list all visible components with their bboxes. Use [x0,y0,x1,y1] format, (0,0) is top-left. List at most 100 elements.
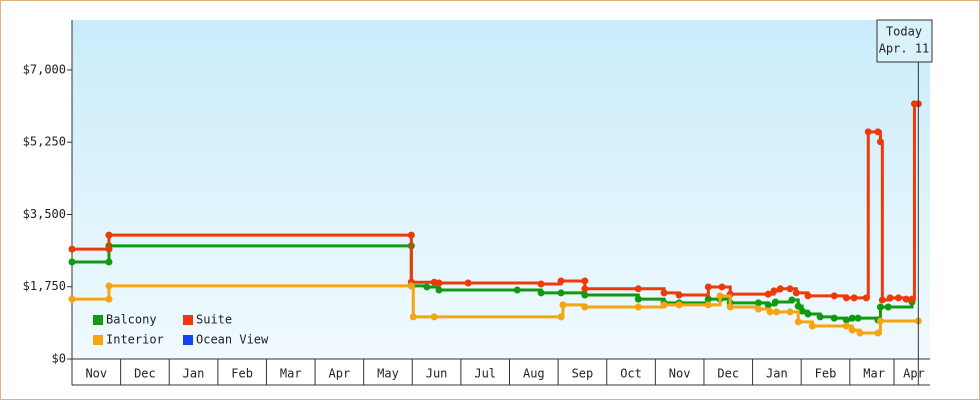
data-point [764,290,772,298]
data-point [816,313,824,321]
y-tick-label: $0 [52,352,66,366]
data-point [105,258,113,266]
data-point [409,313,417,321]
data-point [105,231,113,239]
data-point [423,283,431,291]
data-point [788,296,796,304]
data-point [513,286,521,294]
data-point [886,294,894,302]
y-tick-label: $1,750 [23,279,66,293]
data-point [804,310,812,318]
x-tick-label: Jun [426,367,448,381]
legend-label: Suite [196,313,232,327]
data-point [660,289,668,297]
data-point [68,245,76,253]
x-tick-label: Jan [766,367,788,381]
data-point [557,289,565,297]
data-point [876,303,884,311]
x-tick-label: Sep [572,367,594,381]
data-point [660,301,668,309]
data-point [105,245,113,253]
data-point [792,289,800,297]
data-point [842,322,850,330]
data-point [754,299,762,307]
data-point [430,313,438,321]
data-point [766,308,774,316]
data-point [798,307,806,315]
legend-label: Balcony [106,313,157,327]
y-tick-label: $3,500 [23,207,66,221]
today-label: Apr. 11 [879,42,930,56]
data-point [771,298,779,306]
data-point [105,295,113,303]
data-point [581,291,589,299]
data-point [830,292,838,300]
x-tick-label: Nov [85,367,107,381]
data-point [704,283,712,291]
data-point [776,285,784,293]
x-tick-label: Feb [815,367,837,381]
legend-swatch [183,315,193,325]
data-point [876,317,884,325]
x-tick-label: Dec [134,367,156,381]
data-point [537,289,545,297]
data-point [716,292,724,300]
data-point [786,308,794,316]
data-point [557,277,565,285]
data-point [407,231,415,239]
data-point [435,279,443,287]
data-point [634,295,642,303]
data-point [634,303,642,311]
data-point [842,294,850,302]
data-point [902,295,910,303]
data-point [876,138,884,146]
data-point [435,286,443,294]
y-tick-label: $5,250 [23,135,66,149]
x-tick-label: Jan [183,367,205,381]
data-point [581,285,589,293]
data-point [704,301,712,309]
data-point [726,303,734,311]
legend-swatch [93,315,103,325]
data-point [675,291,683,299]
data-point [634,285,642,293]
data-point [581,277,589,285]
data-point [908,295,916,303]
x-tick-label: Nov [669,367,691,381]
data-point [848,314,856,322]
y-tick-label: $7,000 [23,62,66,76]
x-tick-label: Mar [863,367,885,381]
data-point [808,322,816,330]
x-tick-label: Aug [523,367,545,381]
data-point [675,301,683,309]
data-point [842,316,850,324]
data-point [581,303,589,311]
today-box [876,19,933,63]
legend-swatch [93,335,103,345]
data-point [718,283,726,291]
data-point [559,301,567,309]
data-point [770,287,778,295]
x-tick-label: May [377,367,399,381]
data-point [874,128,882,136]
x-tick-label: Apr [903,367,925,381]
today-label: Today [886,25,922,39]
legend-label: Ocean View [196,333,269,347]
x-tick-label: Dec [717,367,739,381]
data-point [794,318,802,326]
data-point [884,303,892,311]
data-point [407,282,415,290]
data-point [772,308,780,316]
data-point [894,294,902,302]
data-point [105,282,113,290]
data-point [804,292,812,300]
data-point [537,280,545,288]
data-point [557,313,565,321]
data-point [68,295,76,303]
data-point [794,302,802,310]
data-point [786,285,794,293]
data-point [830,314,838,322]
data-point [68,258,76,266]
legend-label: Interior [106,333,164,347]
